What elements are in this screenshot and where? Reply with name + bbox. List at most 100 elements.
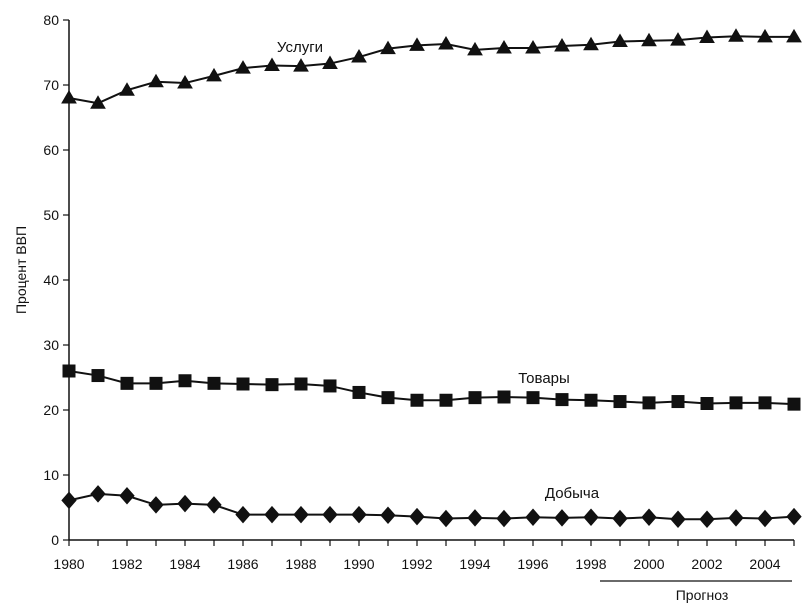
point-3-2001 (670, 510, 686, 528)
point-1-1985 (206, 67, 222, 82)
y-axis-label: Процент ВВП (13, 226, 29, 314)
point-2-1980 (62, 364, 76, 378)
point-1-1983 (148, 73, 164, 88)
point-3-1988 (293, 505, 309, 524)
point-2-2001 (671, 395, 685, 409)
point-1-1980 (61, 90, 77, 104)
point-3-1993 (438, 509, 454, 528)
point-3-1987 (264, 505, 280, 524)
point-1-1987 (264, 57, 280, 71)
point-3-1996 (525, 508, 541, 527)
series-line-3 (68, 492, 795, 521)
y-tick-label-50: 50 (43, 207, 59, 223)
point-1-1996 (525, 39, 541, 54)
point-1-1981 (90, 95, 106, 109)
y-tick-label-40: 40 (43, 272, 59, 288)
x-tick-label-2004: 2004 (749, 556, 780, 572)
x-tick-label-1990: 1990 (343, 556, 374, 572)
point-3-2003 (728, 509, 744, 527)
series-line-1 (68, 35, 794, 105)
point-2-1995 (497, 390, 511, 404)
y-tick-label-60: 60 (43, 142, 59, 158)
point-3-2004 (757, 509, 773, 528)
point-3-1985 (206, 496, 222, 514)
point-1-2003 (728, 28, 744, 42)
point-2-1981 (91, 369, 105, 383)
point-3-1980 (61, 491, 77, 510)
series-line-2 (68, 370, 795, 406)
series-label-1: Услуги (277, 39, 323, 56)
point-2-1985 (207, 376, 221, 390)
point-2-1991 (381, 391, 395, 405)
x-tick-label-1996: 1996 (517, 556, 548, 572)
forecast-annotation: Прогноз (600, 580, 792, 603)
point-3-1982 (119, 487, 135, 505)
point-1-2004 (757, 28, 773, 43)
series-3: Добыча (61, 485, 802, 528)
x-tick-label-1980: 1980 (53, 556, 84, 572)
point-3-1999 (612, 509, 628, 528)
point-2-2002 (700, 397, 714, 410)
x-tick-label-1982: 1982 (111, 556, 142, 572)
y-tick-label-10: 10 (43, 467, 59, 483)
x-tick-label-1986: 1986 (227, 556, 258, 572)
point-1-1990 (351, 49, 367, 63)
point-3-2000 (641, 508, 657, 527)
point-1-1999 (612, 33, 628, 47)
series-1: Услуги (61, 28, 802, 109)
point-2-1987 (265, 378, 279, 392)
point-2-1999 (613, 395, 627, 409)
point-1-1997 (554, 38, 570, 52)
y-tick-label-80: 80 (43, 12, 59, 28)
forecast-label: Прогноз (676, 587, 729, 603)
point-2-1982 (120, 376, 134, 390)
point-3-1995 (496, 509, 512, 528)
point-1-1991 (380, 40, 396, 55)
point-1-2001 (670, 32, 686, 46)
point-3-1983 (148, 496, 164, 514)
y-tick-label-0: 0 (51, 532, 59, 548)
point-3-1986 (235, 505, 251, 524)
point-3-1997 (554, 509, 570, 527)
point-1-2005 (786, 28, 802, 43)
point-2-1993 (439, 393, 453, 407)
point-3-1998 (583, 508, 599, 527)
point-2-1990 (352, 385, 366, 399)
point-1-1995 (496, 39, 512, 54)
point-1-1992 (409, 37, 425, 51)
x-tick-label-2002: 2002 (691, 556, 722, 572)
point-1-1994 (467, 41, 483, 56)
point-3-2002 (699, 510, 715, 528)
point-2-1994 (468, 391, 482, 405)
point-2-1988 (294, 377, 308, 391)
point-2-1984 (178, 374, 192, 388)
series-label-2: Товары (518, 370, 570, 387)
y-tick-label-20: 20 (43, 402, 59, 418)
point-3-2005 (786, 507, 802, 526)
point-3-1994 (467, 509, 483, 527)
point-2-1986 (236, 377, 250, 391)
point-1-1993 (438, 36, 454, 50)
x-tick-label-2000: 2000 (633, 556, 664, 572)
point-1-2000 (641, 32, 657, 47)
series-label-3: Добыча (545, 485, 600, 502)
point-3-1981 (90, 485, 106, 503)
point-2-2004 (758, 396, 772, 410)
point-1-1988 (293, 58, 309, 72)
point-3-1989 (322, 505, 338, 524)
y-tick-label-30: 30 (43, 337, 59, 353)
point-1-1989 (322, 55, 338, 70)
x-tick-label-1984: 1984 (169, 556, 200, 572)
point-3-1984 (177, 494, 193, 513)
point-2-1983 (149, 376, 163, 390)
point-3-1990 (351, 505, 367, 524)
point-2-1997 (555, 393, 569, 407)
point-2-2005 (787, 397, 801, 411)
point-1-2002 (699, 29, 715, 44)
x-tick-label-1998: 1998 (575, 556, 606, 572)
x-tick-label-1994: 1994 (459, 556, 490, 572)
y-tick-label-70: 70 (43, 77, 59, 93)
point-3-1992 (409, 507, 425, 526)
series-layer: Услуги Товары Добыча (61, 28, 802, 528)
